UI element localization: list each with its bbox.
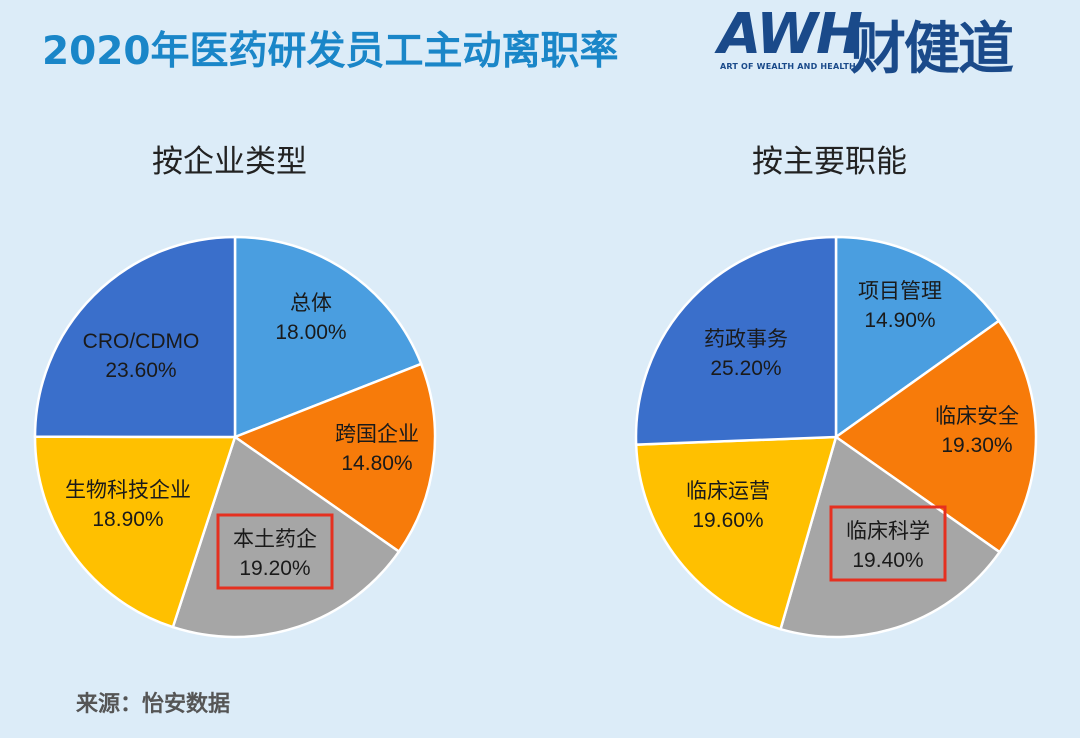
logo-tagline: ART OF WEALTH AND HEALTH [720,62,856,71]
chart-title-company-type: 按企业类型 [152,144,307,180]
chart-title-function: 按主要职能 [752,144,907,180]
pie-slice [834,235,1001,440]
pie-slice [232,362,437,554]
pie-slice [778,434,1002,639]
slice-label: 药政事务 [704,327,788,351]
slice-value-label: 25.20% [710,357,781,380]
highlight-box [216,513,334,590]
slice-value-label: 19.60% [692,509,763,532]
pie-slice [33,435,237,629]
slice-label: 临床运营 [686,479,770,503]
pie-slice [634,235,838,446]
slice-value-label: 19.20% [239,557,310,580]
slice-value-label: 14.80% [341,452,412,475]
slice-value-label: 18.90% [92,508,163,531]
pie-chart-2: 项目管理 14.90% 临床安全 19.30% 临床科学 19.40% 临床运营 19.60%… [634,235,1038,639]
slice-label: 临床科学 [846,519,930,543]
logo-chinese: 财健道 [850,17,1014,82]
slice-value-label: 19.40% [852,549,923,572]
pie-slice [634,435,838,631]
pie-slice [233,235,423,439]
brand-logo: AWH 财健道 ART OF WEALTH AND HEALTH [718,2,1028,82]
page-title: 2020年医药研发员工主动离职率 [42,29,619,74]
highlight-box [829,505,947,582]
slice-value-label: 14.90% [864,309,935,332]
slice-label: 临床安全 [935,404,1019,428]
slice-label: 项目管理 [858,279,942,303]
pie-slice [833,319,1038,554]
pie-slice [33,235,237,439]
slice-label: 本土药企 [233,527,317,551]
slice-label: CRO/CDMO [83,330,200,353]
logo-letters: AWH [718,2,863,67]
slice-label: 跨国企业 [335,422,419,446]
source-note: 来源：怡安数据 [76,692,231,717]
slice-value-label: 19.30% [941,434,1012,457]
slice-label: 总体 [290,291,332,315]
slice-label: 生物科技企业 [65,478,191,502]
pie-chart-1: 总体 18.00% 跨国企业 14.80% 本土药企 19.20% 生物科技企业 18.90%… [33,235,437,639]
slice-value-label: 18.00% [275,321,346,344]
slice-value-label: 23.60% [105,359,176,382]
